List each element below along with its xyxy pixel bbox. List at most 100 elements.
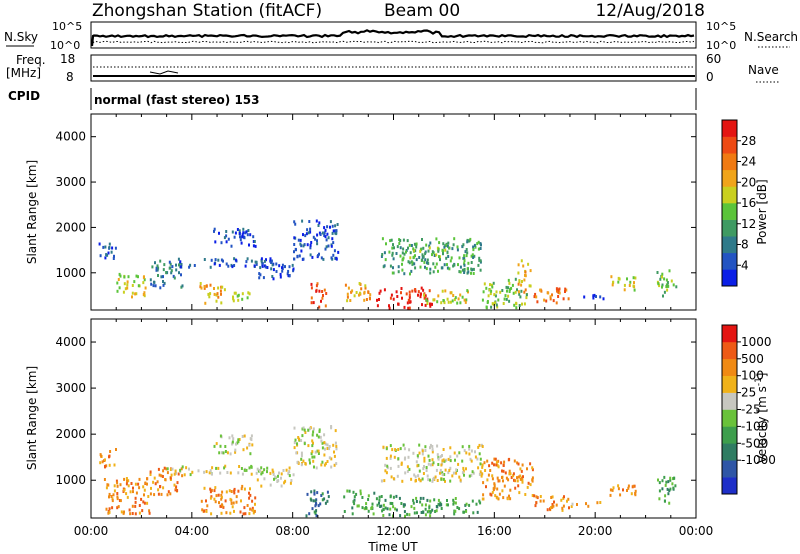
range-cell [493, 457, 496, 461]
range-cell [501, 489, 504, 493]
range-cell [389, 454, 392, 458]
range-cell [143, 488, 146, 492]
range-cell [453, 298, 456, 302]
range-cell [399, 254, 402, 258]
range-cell [221, 285, 224, 289]
range-cell [279, 272, 282, 276]
colorbar-swatch [722, 341, 737, 360]
range-cell [334, 441, 337, 445]
range-cell [335, 257, 338, 261]
range-cell [243, 434, 246, 438]
range-cell [427, 454, 430, 458]
range-cell [230, 501, 233, 505]
range-cell [520, 476, 523, 480]
range-cell [113, 254, 115, 258]
colorbar-swatch [722, 153, 737, 171]
range-cell [102, 245, 105, 249]
range-cell [421, 303, 423, 307]
range-cell [332, 443, 335, 447]
range-cell [179, 260, 182, 264]
range-cell [557, 288, 560, 292]
range-cell [507, 458, 510, 462]
range-cell [464, 250, 467, 254]
range-cell [421, 253, 424, 257]
range-cell [234, 231, 237, 235]
range-cell [258, 276, 261, 280]
range-cell [444, 248, 447, 252]
range-cell [431, 302, 433, 306]
range-cell [493, 483, 496, 487]
range-cell [401, 268, 404, 272]
range-cell [440, 463, 443, 467]
colorbar-tick-label: 4 [741, 258, 749, 272]
range-cell [404, 471, 407, 475]
range-cell [407, 306, 410, 310]
colorbar-swatch [722, 136, 737, 154]
range-cell [162, 275, 164, 279]
range-cell [501, 469, 503, 473]
range-cell [336, 223, 339, 226]
range-cell [415, 500, 418, 503]
range-cell [508, 281, 511, 285]
range-cell [326, 460, 329, 463]
range-cell [316, 491, 319, 495]
range-cell [407, 455, 410, 459]
range-cell [160, 492, 163, 496]
range-cell [312, 459, 315, 463]
range-cell [236, 228, 239, 231]
range-cell [516, 476, 518, 480]
range-cell [490, 305, 493, 309]
range-cell [333, 249, 336, 253]
range-cell [617, 484, 620, 488]
range-cell [241, 233, 244, 237]
range-cell [201, 508, 204, 512]
range-cell [321, 460, 324, 464]
range-cell [459, 478, 462, 482]
range-cell [315, 466, 318, 470]
range-cell [204, 301, 207, 305]
range-cell [280, 472, 283, 476]
range-cell [503, 297, 506, 301]
range-cell [389, 296, 392, 300]
range-cell [449, 300, 452, 304]
range-cell [288, 265, 291, 269]
range-cell [305, 232, 308, 236]
range-cell [302, 426, 305, 430]
range-cell [429, 271, 432, 275]
range-cell [419, 295, 422, 299]
range-cell [523, 302, 526, 306]
range-cell [112, 493, 115, 497]
range-cell [284, 265, 286, 269]
range-cell [105, 486, 108, 490]
range-cell [494, 457, 497, 461]
range-cell [527, 262, 530, 266]
range-cell [535, 501, 538, 505]
range-cell [256, 467, 259, 471]
range-cell [454, 497, 457, 500]
range-cell [426, 258, 429, 262]
range-cell [525, 293, 528, 297]
range-cell [122, 511, 125, 515]
range-cell [444, 289, 447, 293]
range-cell [331, 224, 334, 228]
range-cell [269, 471, 272, 475]
range-cell [442, 458, 445, 462]
range-cell [453, 451, 456, 455]
range-cell [561, 508, 564, 512]
range-cell [223, 236, 226, 240]
range-cell [329, 225, 331, 229]
range-cell [431, 508, 434, 512]
range-cell [254, 244, 257, 248]
range-cell [369, 297, 371, 301]
range-cell [407, 298, 410, 302]
range-cell [488, 464, 491, 468]
range-cell [239, 238, 242, 242]
range-cell [455, 471, 458, 475]
range-cell [402, 503, 405, 507]
range-cell [447, 471, 450, 475]
range-cell [518, 279, 521, 283]
colorbar-tick-label: 28 [741, 134, 756, 148]
range-cell [508, 290, 511, 293]
range-cell [244, 512, 247, 516]
range-cell [334, 229, 337, 233]
